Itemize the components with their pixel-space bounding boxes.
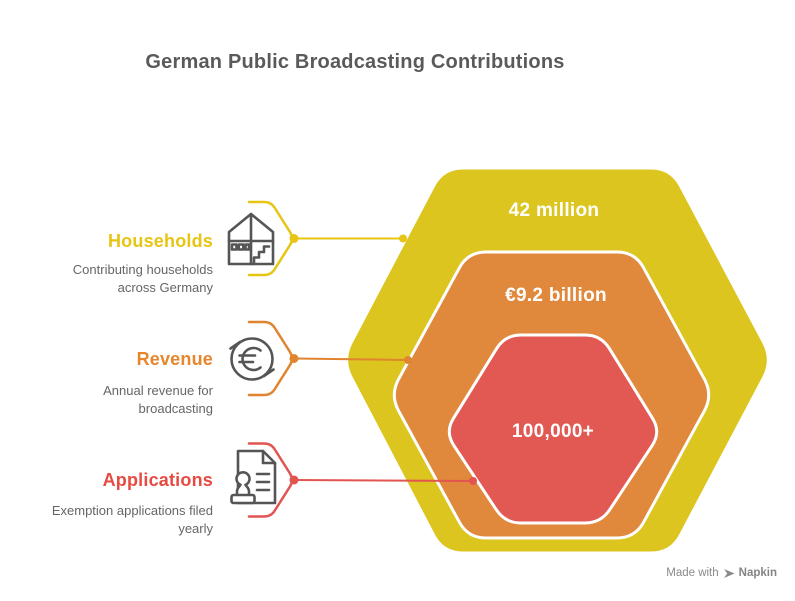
watermark-brand: Napkin <box>738 567 777 579</box>
watermark-text: Made with <box>666 567 719 579</box>
page-title: German Public Broadcasting Contributions <box>145 51 565 73</box>
connector-households <box>294 234 407 243</box>
bracket-applications <box>247 442 299 518</box>
napkin-watermark: Made with Napkin <box>666 567 777 579</box>
item-desc-applications: Exemption applications filed yearly <box>51 503 213 536</box>
hexagon-value-revenue: €9.2 billion <box>505 285 607 306</box>
stamp-document-icon <box>230 449 277 505</box>
item-label-revenue: Revenue <box>136 349 213 369</box>
item-desc-revenue: Annual revenue for broadcasting <box>103 383 213 416</box>
item-desc-households: Contributing households across Germany <box>72 262 213 295</box>
bracket-households <box>247 200 299 277</box>
connector-revenue <box>293 356 412 364</box>
connector-applications <box>293 477 477 485</box>
hexagon-value-households: 42 million <box>508 200 600 221</box>
hexagon-applications <box>447 333 659 525</box>
item-label-households: Households <box>107 231 213 251</box>
napkin-pen-icon <box>723 568 735 578</box>
house-icon <box>227 212 275 266</box>
euro-coin-icon <box>229 337 275 381</box>
item-label-applications: Applications <box>102 470 213 490</box>
hexagon-value-applications: 100,000+ <box>511 421 595 442</box>
bracket-revenue <box>247 320 299 397</box>
